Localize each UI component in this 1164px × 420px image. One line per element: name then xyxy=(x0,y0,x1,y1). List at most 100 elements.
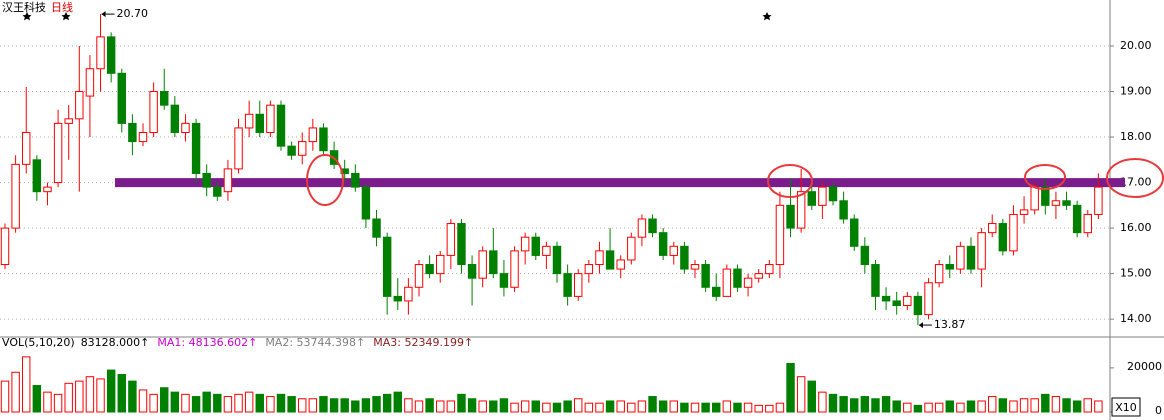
annotation-arrowhead xyxy=(101,11,106,18)
candle-body xyxy=(903,295,912,306)
volume-bar xyxy=(520,400,530,413)
volume-bar xyxy=(319,396,328,413)
candle-body xyxy=(160,91,169,106)
volume-bar xyxy=(924,402,933,413)
volume-bar xyxy=(616,400,625,413)
annotation-label: 13.87 xyxy=(934,318,966,331)
volume-bar xyxy=(0,380,10,413)
volume-bar xyxy=(191,396,201,413)
candle-body xyxy=(584,264,594,275)
volume-bar xyxy=(308,398,318,413)
scale-box xyxy=(1111,397,1141,417)
volume-bar xyxy=(340,398,349,413)
volume-indicator: MA3: 52349.199↑ xyxy=(373,336,473,349)
candle-body xyxy=(96,36,105,70)
volume-bar xyxy=(287,396,296,413)
candle-body xyxy=(414,264,424,288)
candle-body xyxy=(170,104,180,133)
volume-bar xyxy=(499,398,509,413)
volume-bar xyxy=(690,402,700,413)
candle-body xyxy=(85,68,95,97)
volume-bar xyxy=(244,391,254,413)
volume-bar xyxy=(446,400,456,413)
candle-body xyxy=(627,236,636,261)
candle-body xyxy=(106,36,116,74)
candle-body xyxy=(658,232,668,256)
volume-bar xyxy=(733,402,742,413)
candle-body xyxy=(382,236,392,297)
y-tick-label: 20.00 xyxy=(1120,39,1152,52)
volume-bar xyxy=(85,376,95,413)
candle-body xyxy=(138,131,148,143)
volume-bar xyxy=(351,400,360,413)
candle-body xyxy=(202,172,211,188)
volume-bar xyxy=(1051,396,1061,413)
candle-body xyxy=(945,264,954,270)
volume-bar xyxy=(648,396,657,413)
volume-bar xyxy=(11,371,20,413)
candle-body xyxy=(1083,213,1092,234)
candle-body xyxy=(149,91,158,133)
candle-body xyxy=(807,191,816,206)
markers xyxy=(22,12,772,21)
candle-body xyxy=(213,186,222,197)
candle-body xyxy=(574,273,583,297)
candle-body xyxy=(542,245,551,256)
candle-body xyxy=(839,200,848,220)
volume-tick-label: 0 xyxy=(1155,404,1162,417)
volume-bar xyxy=(234,393,243,413)
volume-bar xyxy=(860,396,870,413)
scale-label: X10 xyxy=(1115,401,1137,414)
volume-bar xyxy=(414,400,424,413)
volume-bar xyxy=(722,400,732,413)
highlight-ellipse xyxy=(306,154,344,206)
volume-bar xyxy=(329,398,339,413)
candle-body xyxy=(765,264,774,275)
candle-body xyxy=(1009,213,1018,252)
candle-body xyxy=(595,250,604,266)
volume-bar xyxy=(775,402,785,413)
candle-body xyxy=(234,127,243,170)
volume-bar xyxy=(807,380,816,413)
candle-body xyxy=(934,264,944,284)
volume-bar xyxy=(658,400,668,413)
volume-bar xyxy=(765,404,774,413)
volume-bar xyxy=(96,378,105,413)
volume-bar xyxy=(276,393,286,413)
candle-body xyxy=(499,273,509,288)
volume-header: VOL(5,10,20) xyxy=(2,336,75,349)
candle-body xyxy=(446,223,456,256)
volume-indicator: MA1: 48136.602↑ xyxy=(157,336,257,349)
volume-bar xyxy=(850,398,859,413)
chart-title: 汉王科技 xyxy=(2,0,46,14)
volume-bar xyxy=(595,402,604,413)
volume-bar xyxy=(563,400,572,413)
candle-body xyxy=(743,277,753,288)
candle-body xyxy=(1030,186,1039,211)
candle-body xyxy=(64,118,73,124)
candle-body xyxy=(775,204,785,266)
candle-body xyxy=(977,232,986,270)
annotation-label: 20.70 xyxy=(117,7,148,20)
candle-body xyxy=(786,204,795,229)
candle-body xyxy=(616,259,625,270)
candle-body xyxy=(966,245,976,270)
marker-star xyxy=(762,12,772,21)
volume-bar xyxy=(75,380,84,413)
candle-body xyxy=(531,236,540,256)
candle-body xyxy=(850,218,859,247)
candle-body xyxy=(648,218,657,234)
candle-body xyxy=(308,127,318,143)
y-tick-label: 19.00 xyxy=(1120,85,1152,98)
candle-body xyxy=(361,186,371,220)
y-tick-label: 17.00 xyxy=(1120,176,1152,189)
volume-bar xyxy=(1083,398,1092,413)
volume-bar xyxy=(1062,398,1071,413)
candle-body xyxy=(637,218,647,238)
volume-bar xyxy=(903,402,912,413)
highlight-ellipse xyxy=(767,164,813,198)
candle-body xyxy=(1072,204,1082,234)
candle-body xyxy=(489,250,498,275)
volume-bar xyxy=(361,398,371,413)
